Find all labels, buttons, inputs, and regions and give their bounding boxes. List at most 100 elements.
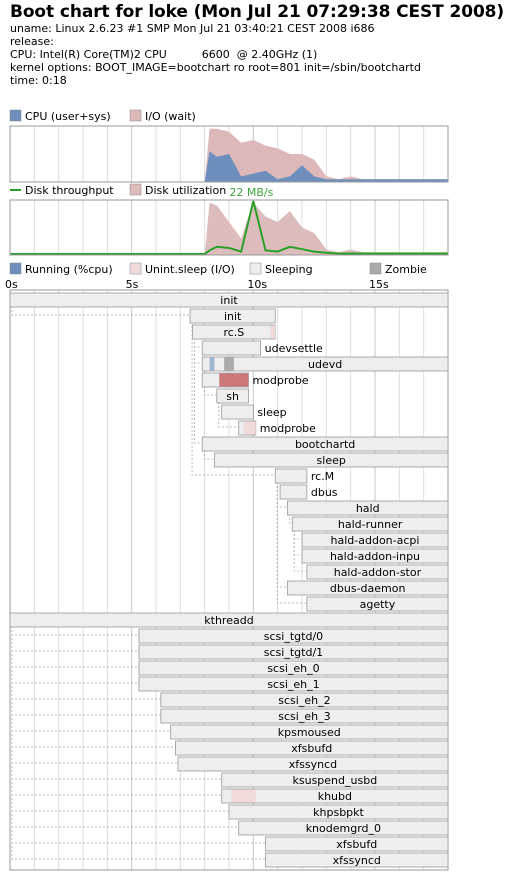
process-bar	[265, 852, 449, 868]
process-label: knodemgrd_0	[306, 822, 381, 835]
tree-connector	[276, 482, 307, 604]
process-bar	[160, 708, 449, 724]
disk-throughput-legend-label: Disk throughput	[25, 184, 114, 197]
process-zombie-segment	[224, 357, 234, 371]
process-cpu-segment	[209, 357, 215, 371]
process-io-segment	[270, 325, 276, 339]
process-bar	[301, 548, 449, 564]
page-title: Boot chart for loke (Mon Jul 21 07:29:38…	[10, 2, 505, 22]
process-label: ksuspend_usbd	[293, 774, 378, 787]
io-legend-swatch	[129, 109, 142, 122]
tree-connector	[293, 530, 302, 556]
cpu-chart-frame	[9, 125, 449, 183]
kernel-options-line: kernel options: BOOT_IMAGE=bootchart ro …	[10, 61, 421, 74]
process-bar	[265, 836, 449, 852]
process-io-segment	[219, 373, 249, 387]
process-label: sleep	[317, 454, 346, 467]
tree-connector	[218, 402, 239, 428]
process-bar	[160, 692, 449, 708]
process-label: hald-addon-stor	[334, 566, 422, 579]
tree-connector	[191, 322, 276, 476]
process-bar	[138, 628, 449, 644]
running-legend-swatch	[9, 262, 22, 275]
process-bar	[274, 468, 308, 484]
tree-connector	[203, 450, 215, 460]
process-bar	[213, 452, 449, 468]
process-io-segment	[243, 421, 256, 435]
process-label: xfssyncd	[333, 854, 381, 867]
process-label: agetty	[360, 598, 396, 611]
process-bar	[201, 436, 449, 452]
process-label: khubd	[318, 790, 352, 803]
uninterruptible-legend-swatch	[129, 262, 142, 275]
process-label: kpsmoused	[278, 726, 341, 739]
process-chart-frame	[9, 289, 449, 871]
process-label: rc.M	[311, 470, 334, 483]
process-bar	[279, 484, 308, 500]
zombie-legend-label: Zombie	[385, 263, 427, 276]
process-label: scsi_eh_3	[278, 710, 330, 723]
process-label: hald-addon-inpu	[330, 550, 420, 563]
sleeping-legend-label: Sleeping	[265, 263, 313, 276]
time-axis-tick-label: 15s	[369, 278, 389, 291]
process-bar	[238, 820, 449, 836]
process-io-segment	[231, 789, 256, 803]
process-bar	[306, 564, 449, 580]
process-bar	[189, 308, 276, 324]
disk-utilization-legend-swatch	[129, 183, 142, 196]
process-label: hald-addon-acpi	[331, 534, 420, 547]
process-label: khpsbpkt	[313, 806, 364, 819]
tree-connector	[194, 338, 203, 364]
process-bar	[9, 612, 449, 628]
process-label: modprobe	[252, 374, 308, 387]
process-bar	[138, 676, 449, 692]
process-label: scsi_eh_2	[278, 694, 330, 707]
process-bar	[301, 532, 449, 548]
process-label: dbus	[311, 486, 338, 499]
process-bar	[138, 660, 449, 676]
process-bar	[177, 756, 449, 772]
process-label: scsi_tgtd/1	[264, 646, 323, 659]
process-label: sh	[226, 390, 239, 403]
process-bar	[228, 804, 449, 820]
process-bar	[286, 500, 449, 516]
process-label: modprobe	[260, 422, 316, 435]
process-bar	[221, 404, 254, 420]
process-label: rc.S	[223, 326, 244, 339]
running-legend-label: Running (%cpu)	[25, 263, 113, 276]
time-axis-tick-label: 10s	[247, 278, 267, 291]
process-label: bootchartd	[295, 438, 355, 451]
cpu-legend-swatch	[9, 109, 22, 122]
cpu-legend-label: CPU (user+sys)	[25, 110, 111, 123]
release-line: release:	[10, 35, 54, 48]
process-bar	[306, 596, 449, 612]
process-bar	[221, 772, 449, 788]
process-label: init	[220, 294, 238, 307]
disk-chart-frame	[9, 199, 449, 256]
tree-connector	[194, 338, 203, 444]
tree-connector	[288, 514, 293, 524]
disk-utilization-legend-label: Disk utilization	[145, 184, 226, 197]
tree-connector	[11, 626, 139, 652]
uname-line: uname: Linux 2.6.23 #1 SMP Mon Jul 21 03…	[10, 22, 375, 35]
process-label: kthreadd	[204, 614, 253, 627]
zombie-legend-swatch	[369, 262, 382, 275]
process-bar	[221, 788, 449, 804]
process-label: udevsettle	[265, 342, 323, 355]
process-label: xfsbufd	[336, 838, 377, 851]
process-bar	[138, 644, 449, 660]
uninterruptible-legend-label: Unint.sleep (I/O)	[145, 263, 235, 276]
io-legend-label: I/O (wait)	[145, 110, 196, 123]
time-axis-tick-label: 5s	[126, 278, 139, 291]
process-bar	[170, 724, 449, 740]
time-line: time: 0:18	[10, 74, 67, 87]
process-label: udevd	[308, 358, 342, 371]
cpu-line: CPU: Intel(R) Core(TM)2 CPU 6600 @ 2.40G…	[10, 48, 318, 61]
process-label: scsi_tgtd/0	[264, 630, 323, 643]
process-label: xfssyncd	[289, 758, 337, 771]
tree-connector	[11, 626, 266, 860]
tree-connector	[11, 626, 139, 668]
tree-connector	[11, 306, 191, 316]
process-label: init	[224, 310, 242, 323]
